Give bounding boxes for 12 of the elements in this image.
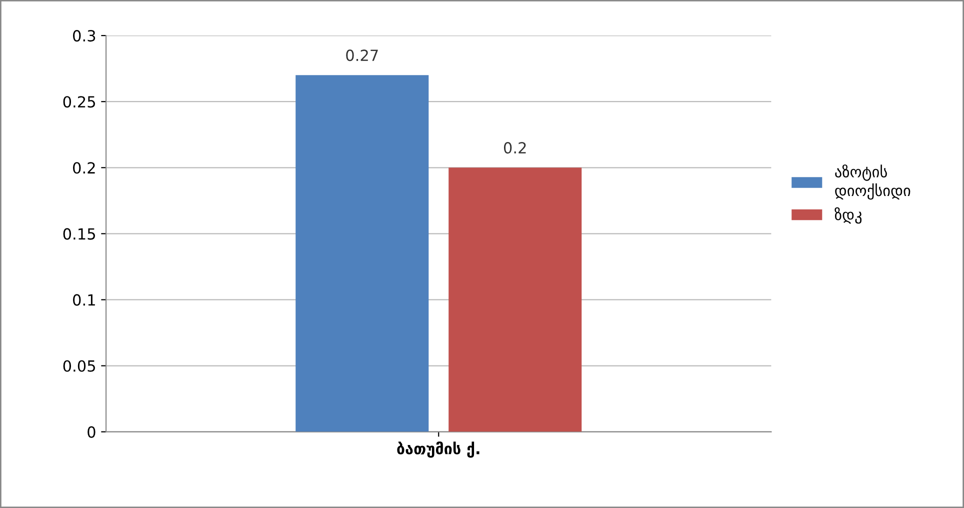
- y-tick-label: 0.2: [73, 162, 95, 174]
- y-tick-label: 0.1: [73, 294, 95, 306]
- y-tick-label: 0.05: [63, 360, 95, 372]
- legend-label: აზოტის დიოქსიდი: [835, 164, 910, 200]
- y-tick-label: 0.25: [63, 96, 95, 108]
- data-label: 0.27: [346, 50, 378, 62]
- legend-label: ზდკ: [834, 207, 862, 224]
- data-label: 0.2: [504, 142, 526, 154]
- y-tick-label: 0: [88, 426, 96, 438]
- y-tick-label: 0.3: [73, 30, 96, 42]
- y-tick-label: 0.15: [63, 228, 95, 240]
- x-tick-label: ბათუმის ქ.: [397, 442, 480, 458]
